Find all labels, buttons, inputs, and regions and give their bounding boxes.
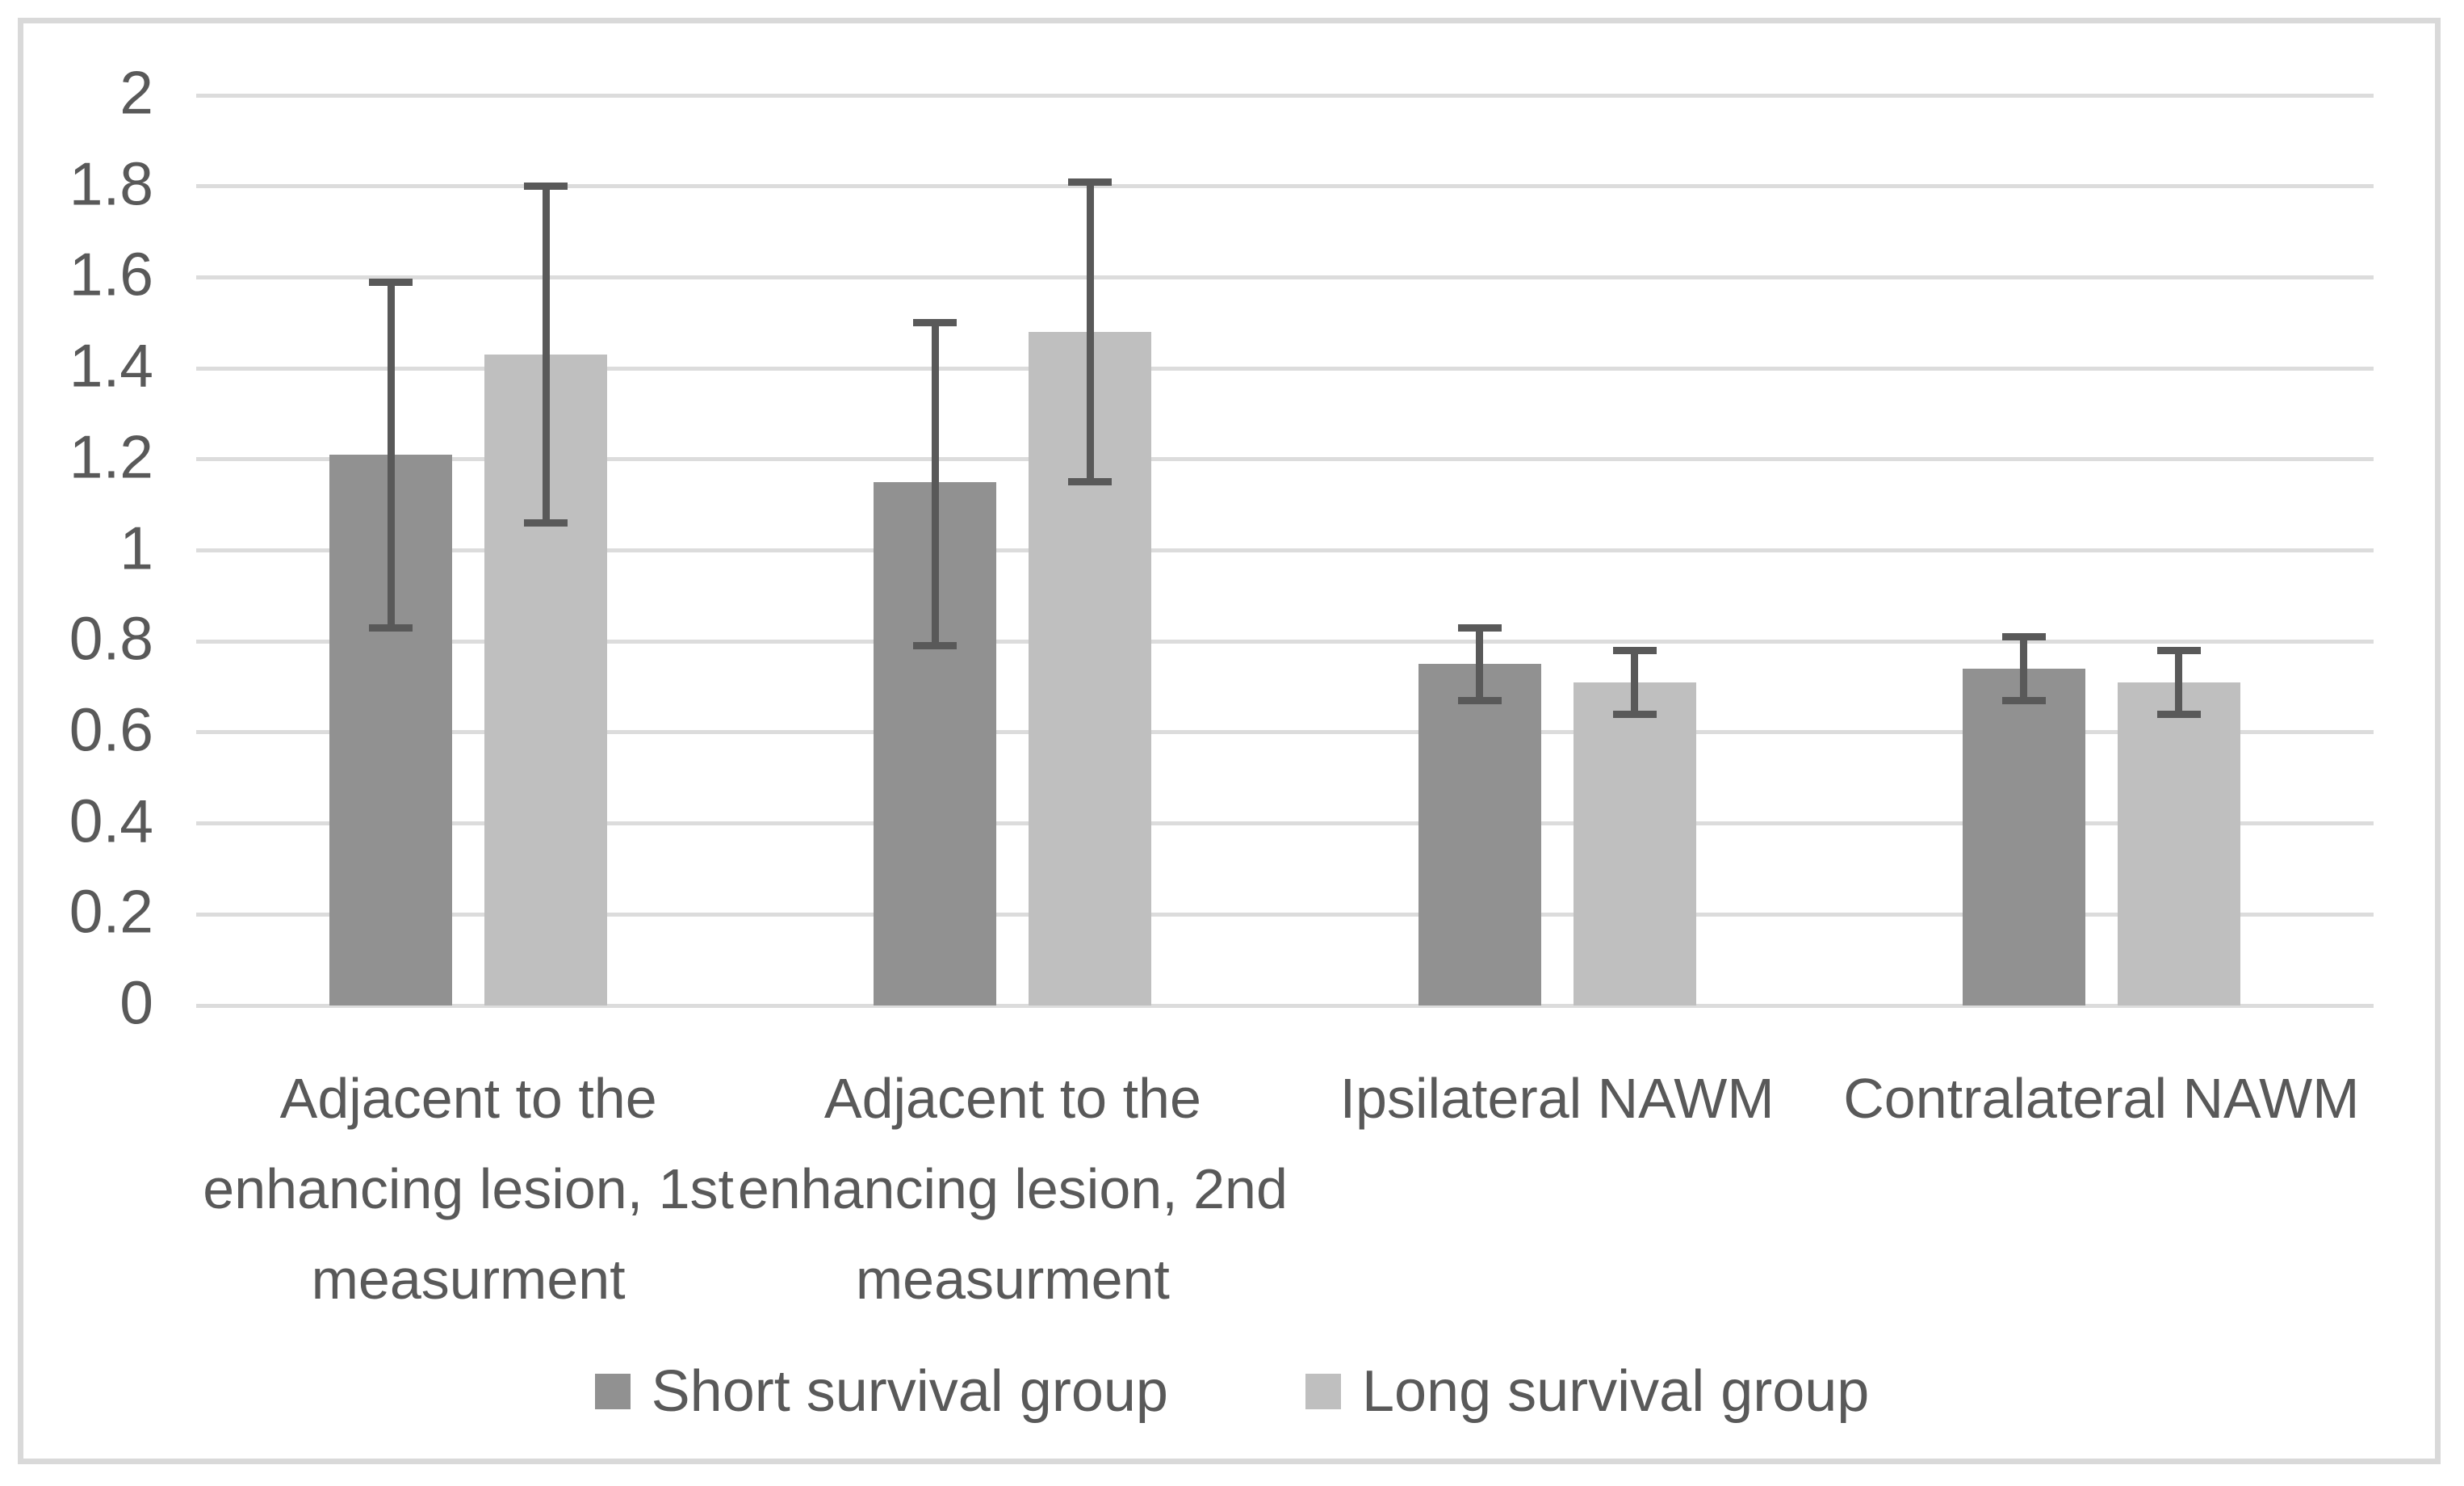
gridline — [196, 1003, 2374, 1008]
category-label: Adjacent to the enhancing lesion, 1st me… — [203, 1067, 734, 1311]
error-bar-cap-top — [913, 319, 958, 327]
error-bar-line — [931, 322, 939, 646]
error-bar-cap-bottom — [369, 623, 413, 632]
legend-label: Long survival group — [1361, 1359, 1870, 1424]
error-bar-line — [2175, 650, 2183, 715]
chart-border — [18, 18, 2441, 1464]
y-tick-label: 0.2 — [69, 877, 153, 946]
error-bar-cap-bottom — [1068, 478, 1113, 486]
legend-item: Long survival group — [1305, 1358, 1869, 1425]
error-bar-cap-bottom — [524, 519, 568, 527]
error-bar-cap-bottom — [1612, 710, 1657, 718]
gridline — [196, 821, 2374, 826]
error-bar-cap-top — [1068, 178, 1113, 186]
bar-long-survival-group — [1573, 682, 1696, 1005]
legend-swatch-short — [594, 1374, 631, 1409]
y-tick-label: 1.2 — [69, 422, 153, 491]
y-tick-label: 1.4 — [69, 331, 153, 400]
error-bar-line — [2020, 636, 2028, 701]
legend-label: Short survival group — [651, 1359, 1168, 1424]
error-bar-cap-top — [1457, 623, 1502, 632]
gridline — [196, 639, 2374, 644]
category-label: Contralateral NAWM — [1843, 1067, 2360, 1130]
error-bar-cap-top — [524, 183, 568, 191]
y-tick-label: 0 — [119, 968, 153, 1037]
gridline — [196, 730, 2374, 735]
y-tick-label: 0.8 — [69, 604, 153, 673]
y-tick-label: 0.4 — [69, 787, 153, 855]
gridline — [196, 275, 2374, 279]
bar-short-survival-group — [1962, 669, 2085, 1005]
error-bar-line — [1631, 650, 1639, 715]
error-bar-cap-top — [369, 278, 413, 286]
error-bar-line — [387, 282, 395, 628]
y-tick-label: 1.6 — [69, 240, 153, 309]
y-tick-label: 1 — [119, 514, 153, 582]
error-bar-cap-bottom — [1457, 696, 1502, 704]
y-tick-label: 0.6 — [69, 695, 153, 764]
error-bar-cap-bottom — [2156, 710, 2201, 718]
category-label: Ipsilateral NAWM — [1339, 1067, 1775, 1130]
gridline — [196, 912, 2374, 917]
y-tick-label: 2 — [119, 58, 153, 127]
error-bar-line — [1476, 628, 1484, 701]
legend-swatch-long — [1305, 1374, 1341, 1409]
gridline — [196, 93, 2374, 98]
error-bar-cap-top — [2001, 633, 2046, 641]
error-bar-line — [542, 186, 550, 523]
legend-item: Short survival group — [594, 1358, 1168, 1425]
plot-area — [196, 93, 2374, 1008]
category-label: Adjacent to the enhancing lesion, 2nd me… — [737, 1067, 1288, 1311]
bar-short-survival-group — [1418, 664, 1541, 1005]
error-bar-cap-top — [1612, 646, 1657, 654]
gridline — [196, 366, 2374, 371]
y-tick-label: 1.8 — [69, 149, 153, 218]
gridline — [196, 457, 2374, 462]
error-bar-line — [1086, 182, 1094, 482]
gridline — [196, 548, 2374, 552]
legend: Short survival group Long survival group — [0, 1358, 2464, 1425]
gridline — [196, 184, 2374, 189]
error-bar-cap-bottom — [913, 642, 958, 650]
error-bar-cap-top — [2156, 646, 2201, 654]
bar-long-survival-group — [2117, 682, 2240, 1005]
error-bar-cap-bottom — [2001, 696, 2046, 704]
